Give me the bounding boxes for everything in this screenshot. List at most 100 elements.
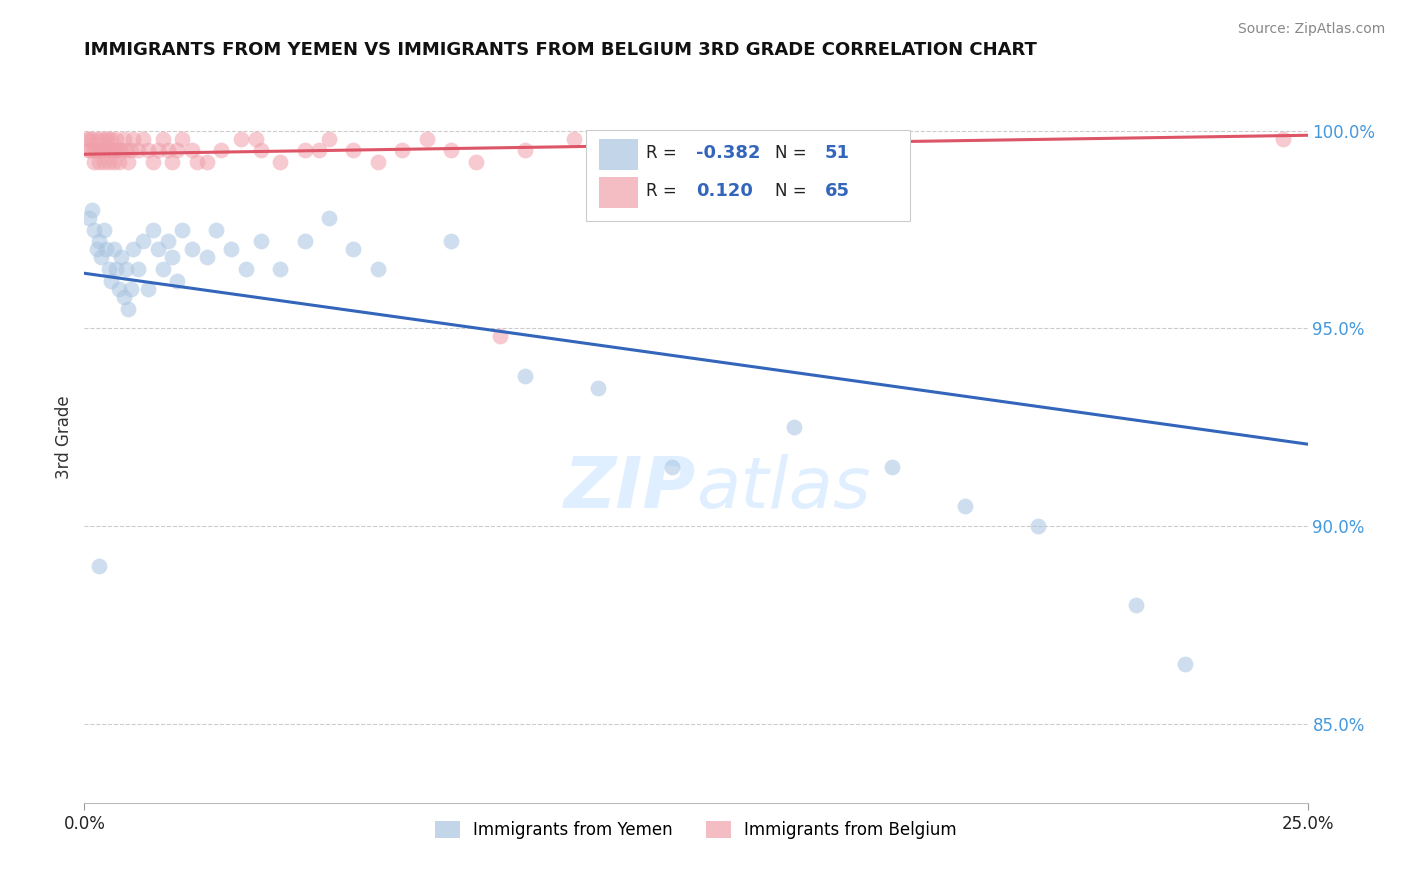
Point [77,144,100,158]
Point [440,144,463,158]
Point [105,131,128,145]
Point [586,381,609,395]
Point [416,131,439,145]
Point [953,500,976,514]
Point [87,155,110,169]
Text: IMMIGRANTS FROM YEMEN VS IMMIGRANTS FROM BELGIUM 3RD GRADE CORRELATION CHART: IMMIGRANTS FROM YEMEN VS IMMIGRANTS FROM… [84,41,1038,59]
Point [661,459,683,474]
Point [186,155,208,169]
Point [156,235,179,249]
Text: N =: N = [776,145,813,162]
Point [103,155,125,169]
Point [87,144,110,158]
Point [83,155,105,169]
Point [107,144,129,158]
Point [172,222,194,236]
Point [107,282,129,296]
Point [166,144,188,158]
Point [120,144,142,158]
Point [205,222,228,236]
Point [104,144,127,158]
Point [77,131,100,145]
Y-axis label: 3rd Grade: 3rd Grade [55,395,73,479]
Point [87,558,110,573]
Legend: Immigrants from Yemen, Immigrants from Belgium: Immigrants from Yemen, Immigrants from B… [429,814,963,846]
Text: -0.382: -0.382 [696,145,761,162]
Point [136,282,159,296]
Point [101,144,124,158]
Point [100,274,122,288]
Text: 51: 51 [824,145,849,162]
FancyBboxPatch shape [586,130,910,221]
Point [181,242,204,256]
Point [367,262,389,277]
Point [391,144,413,158]
Text: R =: R = [645,145,682,162]
Point [89,144,111,158]
Point [562,131,585,145]
Text: Source: ZipAtlas.com: Source: ZipAtlas.com [1237,22,1385,37]
Point [294,144,316,158]
Point [152,262,174,277]
Text: R =: R = [645,182,682,201]
Point [636,144,658,158]
Point [98,144,121,158]
Point [115,144,138,158]
Point [142,155,165,169]
Point [172,131,194,145]
Point [110,144,132,158]
Point [162,155,184,169]
Point [136,144,159,158]
Point [132,131,155,145]
Point [79,144,101,158]
FancyBboxPatch shape [599,139,638,170]
Point [107,155,129,169]
Text: atlas: atlas [696,454,870,523]
Point [156,144,179,158]
Point [146,242,169,256]
Point [195,155,218,169]
FancyBboxPatch shape [599,178,638,208]
Point [122,131,145,145]
Point [82,144,104,158]
Point [209,144,232,158]
Point [513,144,536,158]
Point [342,144,364,158]
Text: ZIP: ZIP [564,454,696,523]
Point [132,235,155,249]
Point [1125,598,1147,612]
Point [103,242,125,256]
Point [880,459,903,474]
Point [84,144,107,158]
Text: 65: 65 [824,182,849,201]
Point [166,274,188,288]
Point [80,202,103,217]
Point [783,420,806,434]
Point [80,131,103,145]
Point [219,242,242,256]
Point [1174,657,1197,672]
Point [489,329,512,343]
Point [367,155,389,169]
Point [76,131,98,145]
Point [97,262,120,277]
Point [90,131,112,145]
Point [127,262,149,277]
Point [97,131,120,145]
Point [120,282,142,296]
Point [162,250,184,264]
Point [294,235,316,249]
Point [77,211,100,225]
Point [181,144,204,158]
Point [110,250,132,264]
Point [245,131,267,145]
Text: N =: N = [776,182,813,201]
Point [249,235,271,249]
Point [318,131,340,145]
Point [195,250,218,264]
Point [90,250,112,264]
Point [127,144,149,158]
Point [235,262,257,277]
Point [96,144,118,158]
Point [93,222,115,236]
